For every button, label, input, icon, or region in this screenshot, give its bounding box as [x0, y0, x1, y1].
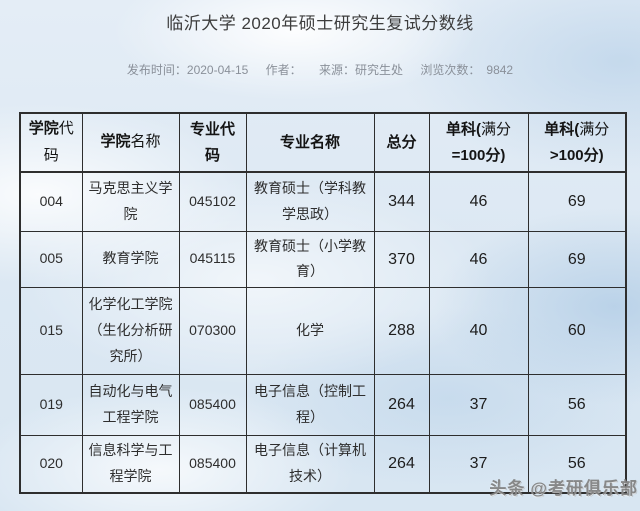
author-label: 作者：: [265, 63, 302, 77]
header-text-part: 满分: [579, 121, 610, 138]
header-college-code: 学院代码: [19, 112, 83, 173]
cell-college-code: 005: [19, 230, 83, 289]
cell-major-code: 045115: [178, 230, 247, 289]
source-value: 研究生处: [355, 63, 404, 77]
author: 作者：: [266, 63, 302, 77]
header-text-part: 总分: [386, 133, 417, 151]
cell-college-name: 马克思主义学院: [81, 171, 180, 232]
cell-total-score: 264: [373, 435, 430, 494]
cell-total-score: 288: [373, 287, 430, 376]
header-text-part: 学院: [28, 120, 59, 137]
cell-single-eq100: 40: [428, 287, 529, 376]
publish-time-label: 发布时间：: [126, 63, 187, 77]
cell-total-score: 370: [373, 230, 430, 289]
header-major-name: 专业名称: [245, 112, 375, 173]
header-total-score: 总分: [373, 112, 430, 173]
cell-college-name: 信息科学与工程学院: [81, 435, 180, 494]
table-row: 020 信息科学与工程学院 085400 电子信息（计算机技术） 264 37 …: [19, 435, 627, 494]
cell-single-gt100: 69: [527, 171, 627, 232]
meta-bar: 发布时间：2020-04-15 作者： 来源：研究生处 浏览次数： 9842: [0, 63, 640, 77]
scores-table: 学院代码 学院名称 专业代码 专业名称 总分 单科(满分=100分) 单科(满分…: [19, 112, 627, 495]
publish-time-value: 2020-04-15: [186, 63, 249, 77]
source: 来源：研究生处: [319, 63, 403, 77]
cell-major-name: 教育硕士（学科教学思政）: [245, 171, 375, 232]
cell-single-gt100: 69: [527, 230, 627, 289]
cell-total-score: 344: [373, 171, 430, 232]
cell-single-gt100: 56: [527, 374, 627, 437]
cell-college-code: 015: [19, 287, 83, 376]
cell-major-code: 070300: [178, 287, 247, 376]
cell-college-code: 020: [19, 435, 83, 494]
cell-major-name: 化学: [245, 287, 375, 376]
header-text-part: =100分): [451, 147, 506, 164]
table-row: 005 教育学院 045115 教育硕士（小学教育） 370 46 69: [19, 230, 627, 289]
cell-major-name: 电子信息（计算机技术）: [245, 435, 375, 494]
header-text-part: >100分): [549, 147, 604, 164]
cell-total-score: 264: [373, 374, 430, 437]
table-row: 015 化学化工学院（生化分析研究所） 070300 化学 288 40 60: [19, 287, 627, 376]
header-text-part: 学院: [100, 133, 131, 151]
cell-major-name: 教育硕士（小学教育）: [245, 230, 375, 289]
watermark-brand: 头条: [489, 479, 526, 498]
cell-major-code: 085400: [178, 435, 247, 494]
cell-single-eq100: 37: [428, 435, 529, 494]
header-college-name: 学院名称: [81, 112, 180, 173]
cell-major-code: 085400: [178, 374, 247, 437]
cell-college-code: 019: [19, 374, 83, 437]
header-text-part: 单科(: [544, 120, 580, 138]
table-header-row: 学院代码 学院名称 专业代码 专业名称 总分 单科(满分=100分) 单科(满分…: [19, 112, 627, 173]
header-text-part: 专业名称: [279, 133, 340, 151]
cell-major-name: 电子信息（控制工程）: [245, 374, 375, 437]
cell-college-name: 自动化与电气工程学院: [81, 374, 180, 437]
page-title: 临沂大学 2020年硕士研究生复试分数线: [166, 14, 474, 33]
cell-single-gt100: 56: [527, 435, 627, 494]
table-row: 004 马克思主义学院 045102 教育硕士（学科教学思政） 344 46 6…: [19, 171, 627, 232]
cell-college-code: 004: [19, 171, 83, 232]
cell-single-eq100: 46: [428, 230, 529, 289]
header-text-part: 满分: [480, 121, 511, 138]
header-text-part: 名称: [130, 134, 161, 151]
source-label: 来源：: [319, 63, 356, 77]
watermark-handle: @考研俱乐部: [530, 479, 638, 498]
header-single-eq100: 单科(满分 =100分): [428, 112, 529, 173]
header-major-code: 专业代码: [178, 112, 247, 173]
cell-single-eq100: 37: [428, 374, 529, 437]
header-single-gt100: 单科(满分 >100分): [527, 112, 627, 173]
cell-single-eq100: 46: [428, 171, 529, 232]
cell-major-code: 045102: [178, 171, 247, 232]
view-count: 浏览次数： 9842: [420, 63, 513, 77]
view-count-label: 浏览次数：: [420, 63, 481, 77]
publish-time: 发布时间：2020-04-15: [127, 63, 248, 77]
cell-college-name: 教育学院: [81, 230, 180, 289]
header-text-part: 专业代码: [189, 121, 235, 164]
header-text-part: 代码: [43, 121, 74, 164]
watermark: 头条 @考研俱乐部: [489, 474, 638, 499]
view-count-value: 9842: [486, 63, 514, 77]
cell-single-gt100: 60: [527, 287, 627, 376]
cell-college-name: 化学化工学院（生化分析研究所）: [81, 287, 180, 376]
table-row: 019 自动化与电气工程学院 085400 电子信息（控制工程） 264 37 …: [19, 374, 627, 437]
header-text-part: 单科(: [445, 120, 481, 138]
